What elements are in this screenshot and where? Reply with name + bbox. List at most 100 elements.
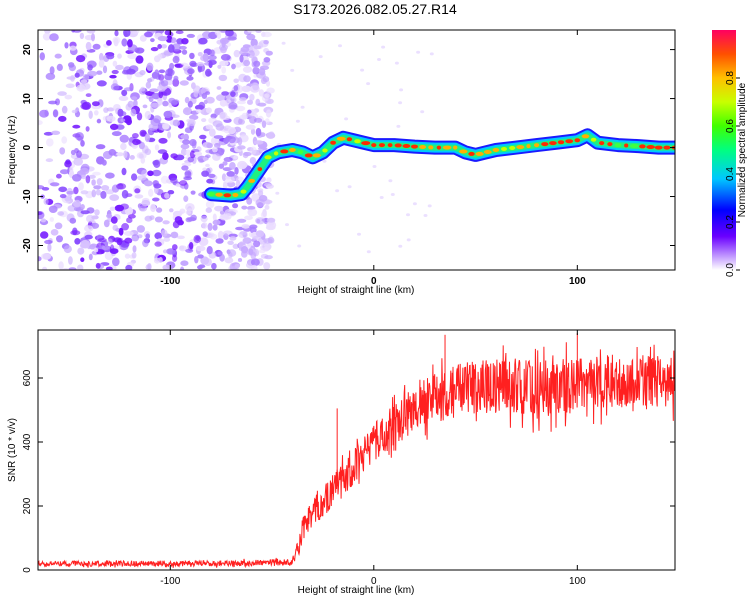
noise-blob [162,220,170,225]
y-tick-label: 600 [22,369,33,386]
noise-blob [54,53,62,59]
noise-blob [197,52,203,57]
noise-blob [111,69,119,75]
ridge-peak [361,141,371,146]
noise-blob [193,234,202,244]
colorbar-tick-label: 0.0 [725,263,736,277]
noise-blob [88,253,93,261]
noise-blob [285,223,289,227]
ridge-peak [387,143,393,148]
x-tick-label: 0 [371,576,377,587]
noise-blob [174,63,183,69]
ridge-peak [428,145,434,150]
noise-blob [186,76,194,81]
noise-blob [125,264,133,270]
noise-blob [119,134,129,143]
ridge-peak [264,155,272,160]
noise-blob [57,211,65,216]
noise-blob [191,82,196,90]
noise-blob [96,70,103,75]
noise-blob [50,229,59,236]
noise-blob [119,203,129,210]
noise-blob [80,140,85,147]
noise-blob [109,194,120,202]
noise-blob [127,100,134,108]
snr-panel: -100 0 100 0 200 400 600 Height of straight li… [7,329,676,596]
noise-blob [143,180,153,187]
snr-axes: -100 0 100 0 200 400 600 [22,330,675,587]
ridge-peak [248,178,256,183]
noise-blob [80,174,87,180]
noise-blob [202,231,208,237]
noise-blob [127,53,137,60]
snr-ylabel: SNR (10 * v/v) [7,418,18,482]
noise-blob [71,109,78,114]
noise-blob [91,33,95,42]
noise-blob [214,142,221,149]
noise-blob [222,161,228,166]
y-tick-label: -20 [22,238,33,253]
ridge-peak [475,151,484,156]
noise-blob [63,245,72,254]
snr-plot-frame [37,329,676,571]
noise-blob [179,45,187,50]
noise-blob [124,237,133,244]
colorbar-label: Normalized spectral amplitude [737,82,748,217]
noise-blob [228,136,236,144]
noise-blob [92,101,100,107]
noise-blob [162,264,171,270]
ridge-peak [607,142,613,147]
noise-blob [229,162,236,170]
noise-blob [140,86,146,92]
noise-blob [133,99,138,108]
noise-blob [96,178,103,186]
noise-blob [151,169,162,177]
noise-blob [43,198,49,205]
noise-blob [112,36,121,44]
noise-blob [51,130,61,135]
noise-blob [265,109,272,118]
noise-blob [67,205,77,212]
y-tick-label: 0 [22,567,33,573]
noise-blob [148,122,159,131]
noise-blob [181,49,188,55]
noise-blob [106,115,116,122]
ridge-peak [346,137,353,142]
ridge-peak [289,148,296,152]
noise-blob [200,215,208,223]
noise-blob [125,118,132,126]
noise-blob [396,124,401,128]
ridge-peak [624,143,629,148]
noise-blob [157,97,163,106]
noise-blob [168,44,175,53]
noise-blob [290,68,295,72]
ridge-peak [565,139,574,144]
noise-blob [219,60,229,67]
noise-blob [220,54,231,61]
noise-blob [344,117,349,121]
noise-blob [360,68,365,72]
noise-blob [228,102,238,110]
noise-blob [131,252,137,259]
ridge-peak [378,143,385,148]
figure-title: S173.2026.082.05.27.R14 [293,1,457,17]
noise-blob [96,118,102,124]
noise-blob [246,33,256,41]
noise-blob [103,219,110,228]
noise-blob [238,119,245,125]
ridge-peak [599,141,605,146]
noise-blob [180,143,190,150]
ridge-peak [574,138,581,143]
noise-blob [132,133,139,139]
noise-blob [252,82,259,91]
noise-blob [205,96,215,104]
noise-blob [115,64,124,71]
noise-blob [136,112,143,121]
ridge-peak [453,145,458,150]
noise-blob [234,62,242,68]
noise-blob [126,217,133,224]
ridge-peak [240,189,247,194]
noise-blob [134,194,144,199]
noise-blob [234,263,240,269]
snr-series [38,333,675,569]
